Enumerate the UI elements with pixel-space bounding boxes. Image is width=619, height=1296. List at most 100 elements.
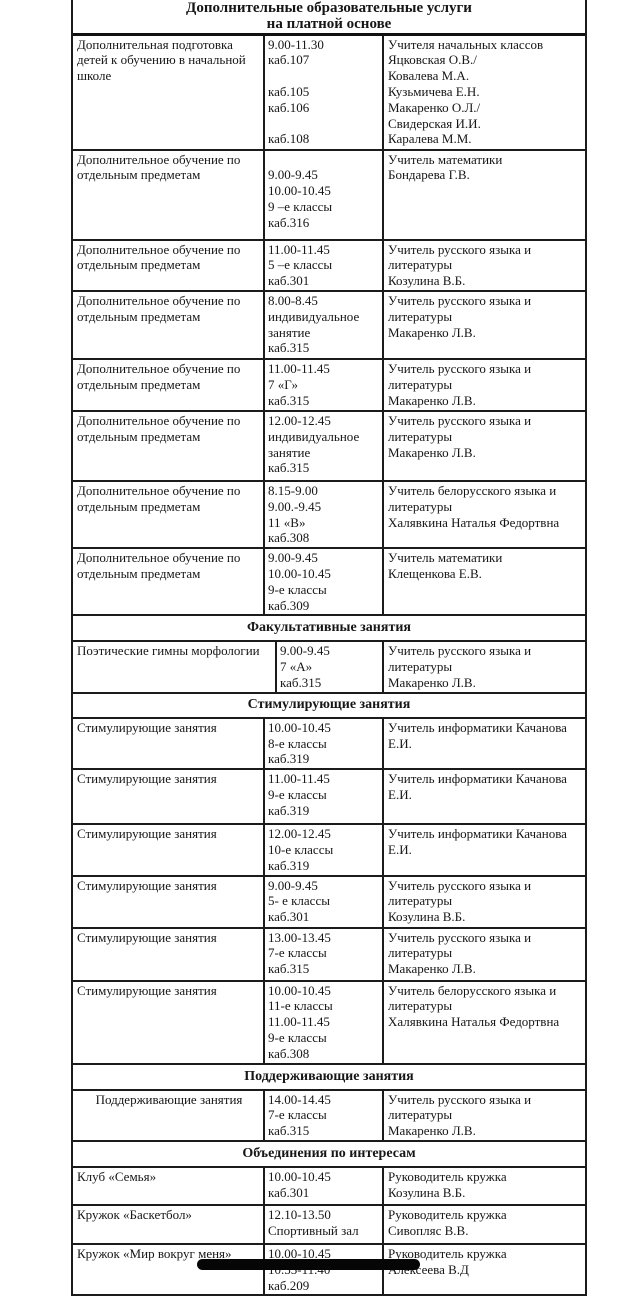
time-room-cell: 9.00-9.45 10.00-10.45 9 –е классы каб.316 (265, 150, 384, 239)
cell-line: 5 –е классы (268, 257, 333, 273)
cell-line: Е.И. (388, 735, 412, 751)
cell-line: Козулина В.Б. (388, 273, 466, 289)
cell-line: литературы (388, 945, 453, 961)
cell-line: 8-е классы (268, 735, 327, 751)
cell-line: 9.00-9.45 (268, 167, 318, 183)
cell-line: Клещенкова Е.В. (388, 565, 482, 581)
cell-line: литературы (388, 1107, 453, 1123)
cell-line: 7-е классы (268, 945, 327, 961)
table-body: Дополнительная подготовка детей к обучени… (73, 35, 585, 1296)
cell-line: 12.00-12.45 (268, 826, 331, 842)
cell-line: Дополнительная подготовка (77, 36, 233, 52)
service-cell: Стимулирующие занятия (73, 928, 265, 980)
cell-line: Макаренко Л.В. (388, 961, 476, 977)
cell-line: каб.319 (268, 802, 310, 818)
service-cell: Клуб «Семья» (73, 1167, 265, 1204)
cell-line: Халявкина Наталья Федортвна (388, 514, 560, 530)
cell-line: Дополнительное обучение по (77, 151, 241, 167)
cell-line: Учитель русского языка и (388, 360, 532, 376)
cell-line: 7 «А» (280, 659, 313, 675)
cell-line: литературы (388, 998, 453, 1014)
service-cell: Дополнительное обучение по отдельным пред… (73, 359, 265, 410)
cell-line: 11.00-11.45 (268, 360, 330, 376)
table-row: Стимулирующие занятия 12.00-12.45 10-е кла… (73, 825, 585, 877)
cell-line: каб.301 (268, 909, 310, 925)
cell-line: каб.301 (268, 273, 310, 289)
time-room-cell: 9.00-9.45 5- е классы каб.301 (265, 876, 384, 927)
table-row: Дополнительное обучение по отдельным пред… (73, 481, 585, 550)
cell-line: Поддерживающие занятия (95, 1091, 243, 1107)
table-row: Стимулирующие занятия 10.00-10.45 8-е клас… (73, 718, 585, 771)
cell-line: Е.И. (388, 786, 412, 802)
home-indicator-bar[interactable] (197, 1259, 420, 1270)
time-room-cell: 11.00-11.45 5 –е классы каб.301 (265, 240, 384, 290)
service-cell: Дополнительное обучение по отдельным пред… (73, 411, 265, 480)
time-room-cell: 8.15-9.00 9.00.-9.45 11 «В» каб.308 (265, 481, 384, 548)
cell-line: индивидуальное (268, 428, 360, 444)
table-row: Стимулирующие занятия 9.00-9.45 5- е класс… (73, 876, 585, 929)
cell-line: каб.315 (268, 340, 310, 356)
cell-line: 8.00-8.45 (268, 292, 318, 308)
time-room-cell: 10.00-10.45 каб.301 (265, 1167, 384, 1204)
time-room-cell: 14.00-14.45 7-е классы каб.315 (265, 1090, 384, 1140)
teacher-cell: Учитель информатики Качанова Е.И. (384, 825, 585, 874)
cell-line: 10-е классы (268, 841, 334, 857)
cell-line: 10.00-10.45 (268, 1245, 331, 1261)
cell-line: 9.00.-9.45 (268, 498, 322, 514)
cell-line: Дополнительное обучение по (77, 482, 241, 498)
cell-line: Учитель информатики Качанова (388, 771, 567, 787)
service-cell: Стимулирующие занятия (73, 718, 265, 769)
cell-line: 11-е классы (268, 998, 333, 1014)
cell-line: детей к обучению в начальной (77, 52, 246, 68)
service-cell: Дополнительное обучение по отдельным пред… (73, 549, 265, 615)
table-row: Клуб «Семья» 10.00-10.45 каб.301 Руководите… (73, 1167, 585, 1206)
cell-line: литературы (388, 659, 453, 675)
cell-line: 9-е классы (268, 786, 327, 802)
cell-line: Спортивный зал (268, 1222, 359, 1238)
service-cell: Дополнительное обучение по отдельным пред… (73, 150, 265, 239)
cell-line: Кружок «Баскетбол» (77, 1206, 192, 1222)
cell-line: Е.И. (388, 841, 412, 857)
teacher-cell: Учитель русского языка и литературы Макаре… (384, 412, 585, 480)
cell-line: 11.00-11.45 (268, 1014, 330, 1030)
cell-line: 9-е классы (268, 1029, 327, 1045)
cell-line: отдельным предметам (77, 308, 201, 324)
cell-line: литературы (388, 257, 453, 273)
cell-line: литературы (388, 376, 453, 392)
cell-line: Поэтические гимны морфологии (77, 643, 260, 659)
service-cell: Дополнительное обучение по отдельным пред… (73, 291, 265, 358)
teacher-cell: Учитель русского языка и литературы Макаре… (384, 1091, 585, 1140)
cell-line: 11 «В» (268, 514, 306, 530)
table-row: Дополнительное обучение по отдельным пред… (73, 291, 585, 360)
cell-line (268, 68, 380, 84)
cell-line: Учитель русского языка и (388, 643, 532, 659)
teacher-cell: Учитель русского языка и литературы Козули… (384, 877, 585, 927)
table-row: Стимулирующие занятия 11.00-11.45 9-е клас… (73, 770, 585, 826)
cell-line: Учитель русского языка и (388, 292, 532, 308)
table-row: Дополнительное обучение по отдельным пред… (73, 359, 585, 412)
cell-line: Дополнительное обучение по (77, 292, 241, 308)
cell-line: 9.00-9.45 (268, 877, 318, 893)
cell-line: Стимулирующие занятия (77, 877, 217, 893)
cell-line: каб.301 (268, 1184, 310, 1200)
cell-line: каб.308 (268, 530, 310, 546)
cell-line: Учитель русского языка и (388, 877, 532, 893)
teacher-cell: Учитель русского языка и литературы Макаре… (384, 929, 585, 980)
cell-line: Дополнительное обучение по (77, 241, 241, 257)
cell-line: Стимулирующие занятия (77, 771, 217, 787)
teacher-cell: Учителя начальных классов Яцковская О.В./… (384, 36, 585, 149)
time-room-cell: 11.00-11.45 7 «Г» каб.315 (265, 359, 384, 410)
cell-line: каб.315 (268, 961, 310, 977)
cell-line: 10.00-10.45 (268, 982, 331, 998)
table-title: Дополнительные образовательные услуги на… (73, 0, 585, 36)
cell-line: 10.00-10.45 (268, 1168, 331, 1184)
cell-line: 10.00-10.45 (268, 565, 331, 581)
cell-line: Козулина В.Б. (388, 1184, 466, 1200)
cell-line: Сивопляс В.В. (388, 1222, 469, 1238)
cell-line: литературы (388, 498, 453, 514)
table-row: Дополнительная подготовка детей к обучени… (73, 35, 585, 151)
cell-line: Учитель информатики Качанова (388, 826, 567, 842)
service-cell: Дополнительное обучение по отдельным пред… (73, 240, 265, 290)
cell-line: Руководитель кружка (388, 1245, 507, 1261)
